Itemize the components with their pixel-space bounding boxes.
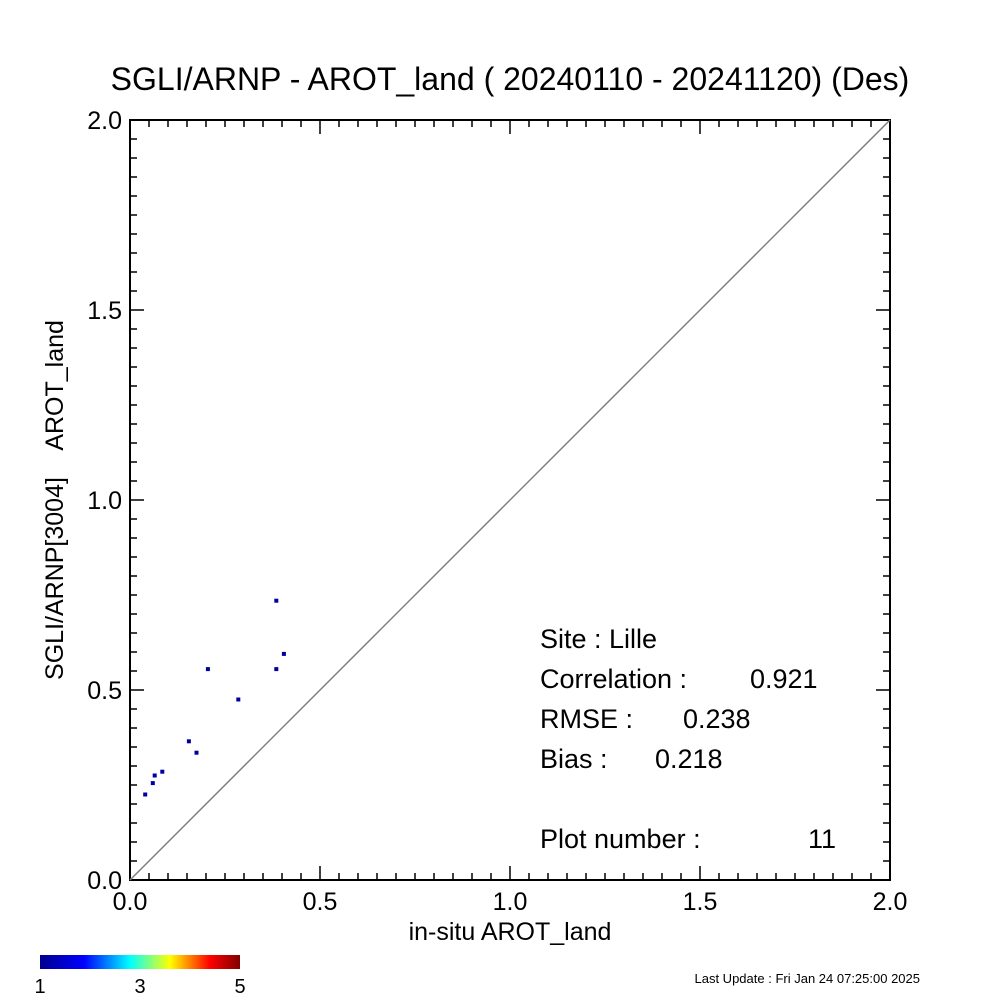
scatter-point [274, 598, 279, 603]
last-update-text: Last Update : Fri Jan 24 07:25:00 2025 [695, 971, 921, 986]
colorbar-label-max: 5 [234, 976, 245, 998]
scatter-point [186, 739, 191, 744]
one-to-one-line [129, 119, 891, 881]
y-tick-label: 1.0 [87, 487, 122, 515]
y-tick-label: 0.5 [87, 677, 122, 705]
y-tick-labels: 0.0 0.5 1.0 1.5 2.0 [87, 107, 122, 895]
scatter-point [236, 697, 241, 702]
plot-number-label: Plot number : [540, 824, 701, 854]
y-tick-label: 2.0 [87, 107, 122, 135]
scatter-point [205, 667, 210, 672]
scatter-point [281, 651, 286, 656]
site-label: Site : Lille [540, 624, 657, 654]
x-tick-label: 0.5 [303, 888, 338, 916]
scatter-point [194, 750, 199, 755]
colorbar-label-mid: 3 [134, 976, 145, 998]
scatter-point [150, 781, 155, 786]
x-tick-labels: 0.0 0.5 1.0 1.5 2.0 [113, 888, 908, 916]
colorbar-label-min: 1 [34, 976, 45, 998]
correlation-value: 0.921 [750, 664, 818, 694]
scatter-point [274, 667, 279, 672]
plot-number-value: 11 [808, 824, 836, 854]
x-tick-label: 1.0 [493, 888, 528, 916]
y-axis-label: SGLI/ARNP[3004] AROT_land [41, 320, 69, 680]
x-tick-label: 0.0 [113, 888, 148, 916]
y-tick-label: 1.5 [87, 297, 122, 325]
colorbar [40, 955, 240, 969]
bias-value: 0.218 [655, 744, 723, 774]
scatter-point [143, 792, 148, 797]
scatter-point [152, 773, 157, 778]
rmse-label: RMSE : [540, 704, 633, 734]
correlation-label: Correlation : [540, 664, 687, 694]
x-tick-label: 2.0 [873, 888, 908, 916]
scatter-point [160, 769, 165, 774]
y-tick-label: 0.0 [87, 867, 122, 895]
rmse-value: 0.238 [683, 704, 751, 734]
tick-marks [129, 119, 891, 881]
chart-title: SGLI/ARNP - AROT_land ( 20240110 - 20241… [111, 61, 910, 97]
data-points [143, 598, 286, 797]
x-axis-label: in-situ AROT_land [409, 918, 612, 946]
x-tick-label: 1.5 [683, 888, 718, 916]
bias-label: Bias : [540, 744, 608, 774]
